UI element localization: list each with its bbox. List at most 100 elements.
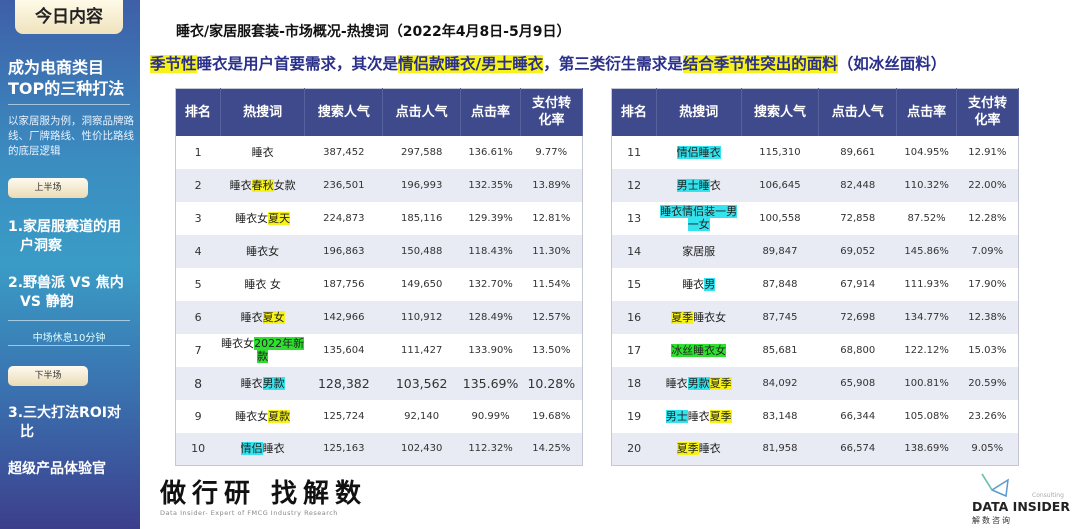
- column-header[interactable]: 支付转化率: [956, 88, 1019, 136]
- highlighted-text: 结合季节性突出的面料: [682, 55, 838, 73]
- table-row: 6 睡衣夏女 142,966 110,912 128.49% 12.57%: [175, 300, 583, 334]
- cell-kw: 睡衣情侣装一男一女: [656, 202, 741, 235]
- cell-kw: 冰丝睡衣女: [656, 334, 741, 367]
- text: 家居服: [682, 244, 716, 258]
- table-row: 2 睡衣春秋女款 236,501 196,993 132.35% 13.89%: [175, 168, 583, 202]
- column-header[interactable]: 热搜词: [656, 88, 742, 136]
- agenda-item-3[interactable]: 3.三大打法ROI对比: [8, 404, 138, 442]
- break-label: 中场休息10分钟: [32, 333, 106, 344]
- cell-kw: 情侣睡衣: [220, 432, 305, 466]
- cell-search: 142,966: [304, 300, 383, 334]
- cell-rank: 5: [194, 277, 202, 291]
- cell-pay: 23.26%: [968, 410, 1007, 422]
- table-row: 5 睡衣 女 187,756 149,650 132.70% 11.54%: [176, 268, 583, 301]
- cell-pay: 14.25%: [520, 432, 583, 466]
- text: 睡衣: [251, 145, 274, 159]
- cell-click: 102,430: [382, 432, 461, 466]
- slogan-en: Data Insider- Expert of FMCG Industry Re…: [160, 509, 338, 517]
- highlighted-text: 夏季: [671, 310, 694, 324]
- cell-pay: 13.89%: [520, 168, 583, 202]
- text: （如冰丝面料）: [837, 55, 947, 73]
- highlighted-text: 男款: [687, 376, 710, 390]
- cell-kw: 家居服: [656, 234, 742, 268]
- agenda-item-2[interactable]: 2.野兽派 VS 焦内 VS 静韵: [8, 274, 138, 312]
- highlighted-text: 夏款: [268, 409, 291, 423]
- cell-pay: 12.28%: [968, 212, 1007, 224]
- table-row: 7 睡衣女2022年新款 135,604 111,427 133.90% 13.50%: [176, 334, 583, 367]
- cell-ctr: 138.69%: [896, 432, 957, 466]
- cell-search: 84,092: [741, 366, 819, 400]
- cell-pay: 11.54%: [532, 278, 571, 290]
- column-header[interactable]: 热搜词: [220, 88, 306, 136]
- agenda-item-3-line1: 3.三大打法ROI对: [8, 405, 121, 421]
- agenda-item-1[interactable]: 1.家居服赛道的用 户洞察: [8, 218, 138, 256]
- highlighted-text: 2022年新款: [254, 337, 305, 363]
- cell-ctr: 135.69%: [460, 366, 521, 400]
- cell-rank: 17: [627, 343, 642, 357]
- column-header[interactable]: 支付转化率: [520, 88, 583, 136]
- brand-tag: Consulting: [1032, 492, 1064, 499]
- highlighted-text: 冰丝睡衣女: [671, 343, 727, 357]
- text: ，第三类衍生需求是: [543, 55, 683, 73]
- cell-pay: 10.28%: [520, 366, 583, 400]
- text: 女款: [273, 178, 296, 192]
- column-header[interactable]: 搜索人气: [741, 88, 820, 136]
- cell-kw: 夏季睡衣女: [656, 300, 742, 334]
- cell-pay: 12.57%: [520, 300, 583, 334]
- cell-kw: 男士睡衣夏季: [656, 400, 741, 433]
- cell-click: 67,914: [840, 278, 876, 290]
- highlighted-text: 夏季: [709, 376, 732, 390]
- cell-kw: 睡衣夏女: [220, 300, 305, 334]
- column-header[interactable]: 点击率: [896, 88, 958, 136]
- cell-click: 72,698: [818, 300, 897, 334]
- agenda-item-4[interactable]: 超级产品体验官: [8, 461, 106, 477]
- sidebar-title: 今日内容: [15, 0, 123, 34]
- cell-rank: 3: [194, 211, 202, 225]
- column-header[interactable]: 点击率: [460, 88, 522, 136]
- cell-rank: 16: [611, 300, 657, 334]
- column-header[interactable]: 排名: [611, 88, 657, 136]
- cell-search: 128,382: [304, 366, 383, 400]
- cell-rank: 11: [627, 145, 642, 159]
- text: 睡衣 女: [244, 277, 281, 291]
- cell-rank: 18: [611, 366, 657, 400]
- cell-search: 100,558: [759, 212, 801, 224]
- bowtie-logo-icon: [981, 473, 1009, 498]
- column-header[interactable]: 点击人气: [818, 88, 898, 136]
- headline: 季节性睡衣是用户首要需求，其次是情侣款睡衣/男士睡衣，第三类衍生需求是结合季节性…: [150, 52, 946, 74]
- table-row: 8 睡衣男款 128,382 103,562 135.69% 10.28%: [175, 366, 583, 400]
- highlighted-text: 男: [704, 277, 716, 291]
- cell-click: 149,650: [400, 278, 443, 290]
- second-half-pill: 下半场: [8, 366, 88, 386]
- cell-ctr: 90.99%: [471, 410, 510, 422]
- column-header[interactable]: 点击人气: [382, 88, 462, 136]
- cell-pay: 17.90%: [968, 278, 1007, 290]
- highlighted-text: 男士: [665, 409, 688, 423]
- text: 睡衣: [682, 277, 705, 291]
- sidebar-description: 以家居服为例，洞察品牌路线、厂牌路线、性价比路线的底层逻辑: [8, 115, 134, 157]
- cell-pay: 9.05%: [956, 432, 1019, 466]
- highlighted-text: 情侣: [240, 442, 263, 456]
- agenda-item-2-line1: 2.野兽派 VS 焦内: [8, 275, 124, 291]
- column-header[interactable]: 排名: [175, 88, 221, 136]
- cell-ctr: 132.35%: [460, 168, 521, 202]
- cell-search: 87,745: [741, 300, 819, 334]
- cell-click: 69,052: [818, 234, 897, 268]
- cell-rank: 1: [194, 145, 202, 159]
- brand-cn: 解数咨询: [972, 516, 1012, 525]
- column-header[interactable]: 搜索人气: [304, 88, 384, 136]
- sidebar: 今日内容 成为电商类目TOP的三种打法 以家居服为例，洞察品牌路线、厂牌路线、性…: [0, 0, 140, 529]
- cell-click: 297,588: [400, 146, 443, 158]
- cell-rank: 15: [627, 277, 642, 291]
- cell-ctr: 128.49%: [460, 300, 521, 334]
- cell-ctr: 110.32%: [896, 168, 957, 202]
- cell-ctr: 112.32%: [460, 432, 521, 466]
- cell-kw: 睡衣春秋女款: [220, 168, 305, 202]
- highlighted-text: 情侣睡衣: [676, 145, 721, 159]
- cell-kw: 睡衣男款: [220, 366, 305, 400]
- first-half-pill: 上半场: [8, 178, 88, 198]
- cell-click: 92,140: [404, 410, 440, 422]
- table-header: 排名 热搜词 搜索人气 点击人气 点击率 支付转化率: [611, 88, 1019, 136]
- highlighted-text: 男款: [262, 376, 285, 390]
- cell-click: 110,912: [382, 300, 461, 334]
